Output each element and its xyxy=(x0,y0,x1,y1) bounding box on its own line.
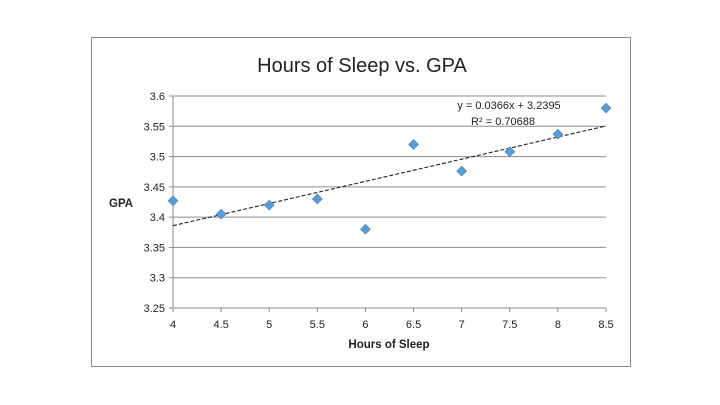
data-point xyxy=(456,165,468,177)
x-tick-label: 5 xyxy=(266,319,272,331)
data-point xyxy=(311,193,323,205)
data-point xyxy=(504,146,516,158)
data-point xyxy=(167,195,179,207)
data-point xyxy=(552,128,564,140)
chart-title: Hours of Sleep vs. GPA xyxy=(257,55,467,77)
chart-area: Hours of Sleep vs. GPA 3.25 3.3 3.35 3.4 3.4… xyxy=(91,37,631,367)
x-tick-label: 7 xyxy=(459,319,465,331)
trendline xyxy=(172,125,607,227)
data-point xyxy=(263,199,275,211)
y-tick-label: 3.5 xyxy=(150,152,165,164)
x-tick-label: 8 xyxy=(555,319,561,331)
y-tick-label: 3.6 xyxy=(150,91,165,103)
data-points xyxy=(167,102,612,235)
x-tick-label: 4.5 xyxy=(213,319,228,331)
axes xyxy=(169,95,607,312)
y-tick-label: 3.55 xyxy=(144,121,165,133)
x-tick-label: 8.5 xyxy=(598,319,613,331)
data-point xyxy=(215,208,227,220)
x-tick-label: 4 xyxy=(170,319,176,331)
y-tick-label: 3.4 xyxy=(150,212,165,224)
y-axis-title: GPA xyxy=(109,198,133,210)
grid-lines xyxy=(173,95,606,279)
y-tick-label: 3.25 xyxy=(144,303,165,315)
x-tick-label: 5.5 xyxy=(310,319,325,331)
x-tick-label: 7.5 xyxy=(502,319,517,331)
trendline-equation: y = 0.0366x + 3.2395 xyxy=(457,100,560,112)
tick-labels: 3.25 3.3 3.35 3.4 3.45 3.5 3.55 3.6 4 4.5 5 5.5 6 6.5… xyxy=(144,91,614,331)
data-point xyxy=(408,139,419,150)
x-tick-label: 6 xyxy=(362,319,368,331)
r-squared-value: R² = 0.70688 xyxy=(471,116,535,128)
data-point xyxy=(360,223,371,235)
x-axis-title: Hours of Sleep xyxy=(348,339,429,351)
trendline-layer xyxy=(172,125,607,227)
y-tick-label: 3.45 xyxy=(144,182,165,194)
y-tick-label: 3.3 xyxy=(150,273,165,285)
x-tick-label: 6.5 xyxy=(406,319,421,331)
y-tick-label: 3.35 xyxy=(144,242,165,254)
scatter-chart: Hours of Sleep vs. GPA 3.25 3.3 3.35 3.4 3.4… xyxy=(109,55,614,351)
data-point xyxy=(600,102,612,114)
